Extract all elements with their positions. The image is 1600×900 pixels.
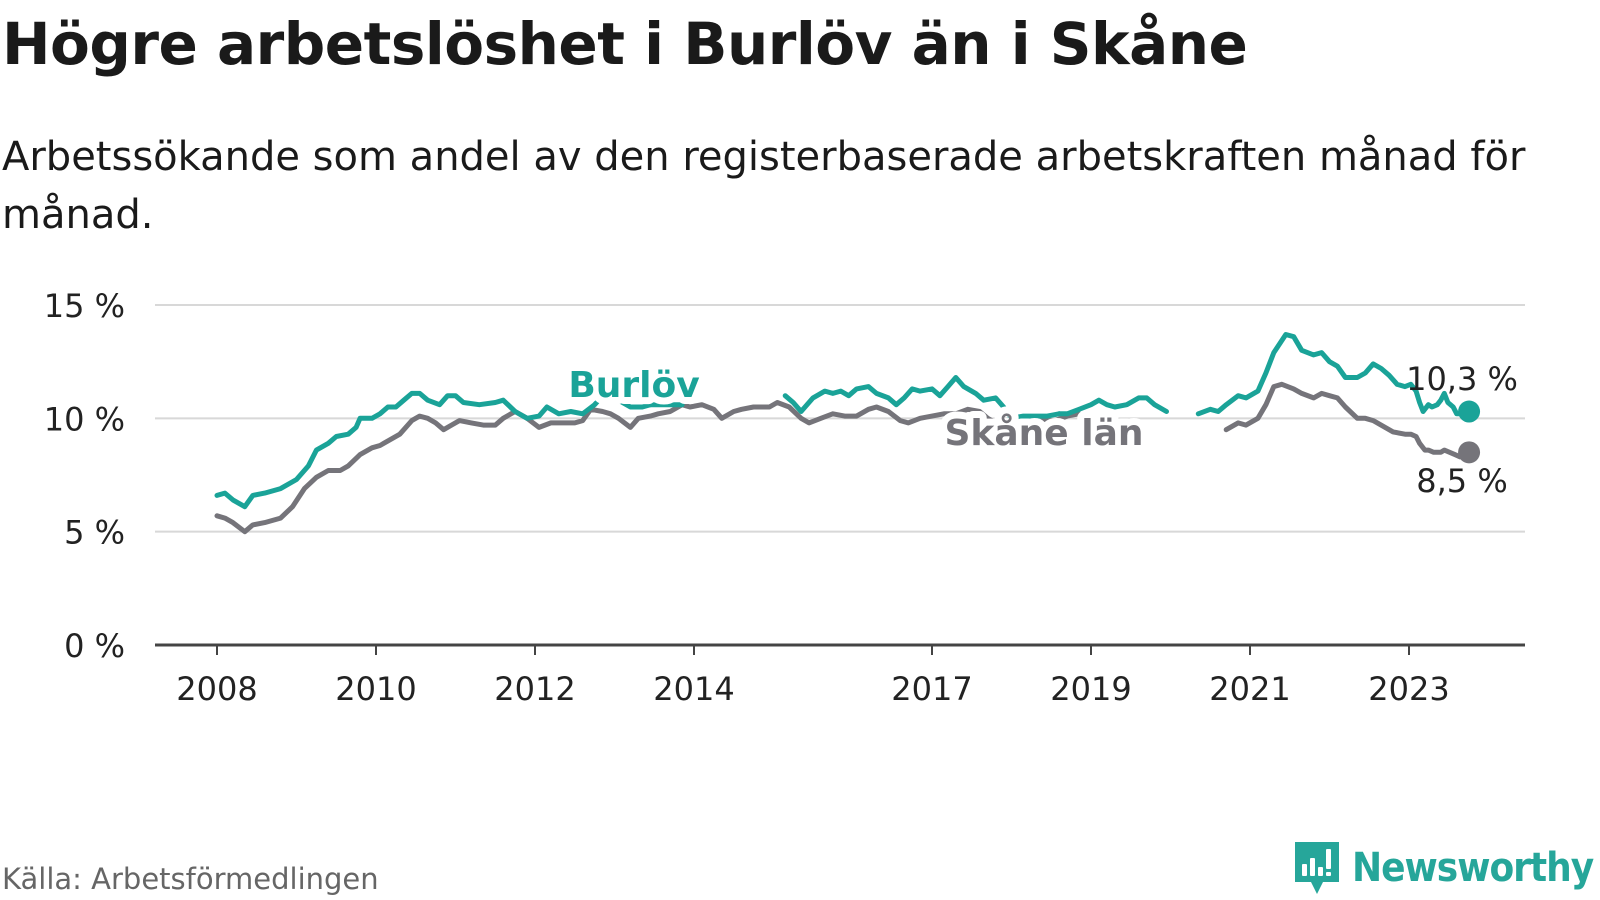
series-label-burlov: Burlöv (568, 365, 699, 406)
skane-end-marker (1458, 441, 1481, 464)
brand-logo: Newsworthy (1292, 840, 1594, 896)
series-line-burlov (214, 390, 653, 510)
series-label-skane-halo: Skåne län (944, 413, 1143, 454)
burlov-end-label: 10,3 % (1406, 360, 1518, 398)
grid-layer: 0 % 5 % 10 % 15 % 2008 2010 2012 2014 2017 2019 20… (44, 287, 1525, 708)
x-tick-label: 2017 (891, 670, 972, 708)
series-layer (214, 332, 1481, 535)
newsworthy-logo-icon (1295, 842, 1339, 894)
x-tick-label: 2021 (1209, 670, 1290, 708)
series-line-skane-end (1223, 381, 1472, 460)
y-tick-label: 15 % (44, 287, 125, 325)
x-tick-label: 2019 (1050, 670, 1131, 708)
series-line-burlov-end (1195, 332, 1472, 417)
y-tick-label: 0 % (64, 627, 125, 665)
series-label-burlov-halo: Burlöv (568, 365, 699, 406)
x-tick-label: 2023 (1368, 670, 1449, 708)
y-tick-label: 5 % (64, 514, 125, 552)
brand-name: Newsworthy (1352, 845, 1594, 891)
x-tick-label: 2012 (494, 670, 575, 708)
series-line-skane-segment (1040, 411, 1082, 424)
series-label-skane: Skåne län (944, 413, 1143, 454)
series-line-skane (214, 400, 1046, 535)
series-line-burlov-mid (782, 375, 1062, 421)
x-tick-label: 2008 (176, 670, 257, 708)
burlov-end-marker (1458, 400, 1481, 423)
x-tick-label: 2014 (653, 670, 734, 708)
series-line-burlov-tail (1056, 395, 1169, 417)
source-note: Källa: Arbetsförmedlingen (2, 862, 379, 896)
y-tick-label: 10 % (44, 400, 125, 438)
skane-end-label: 8,5 % (1416, 462, 1507, 500)
chart-title: Högre arbetslöshet i Burlöv än i Skåne (2, 10, 1248, 78)
chart-subtitle: Arbetssökande som andel av den registerb… (2, 134, 1526, 238)
x-tick-label: 2010 (335, 670, 416, 708)
